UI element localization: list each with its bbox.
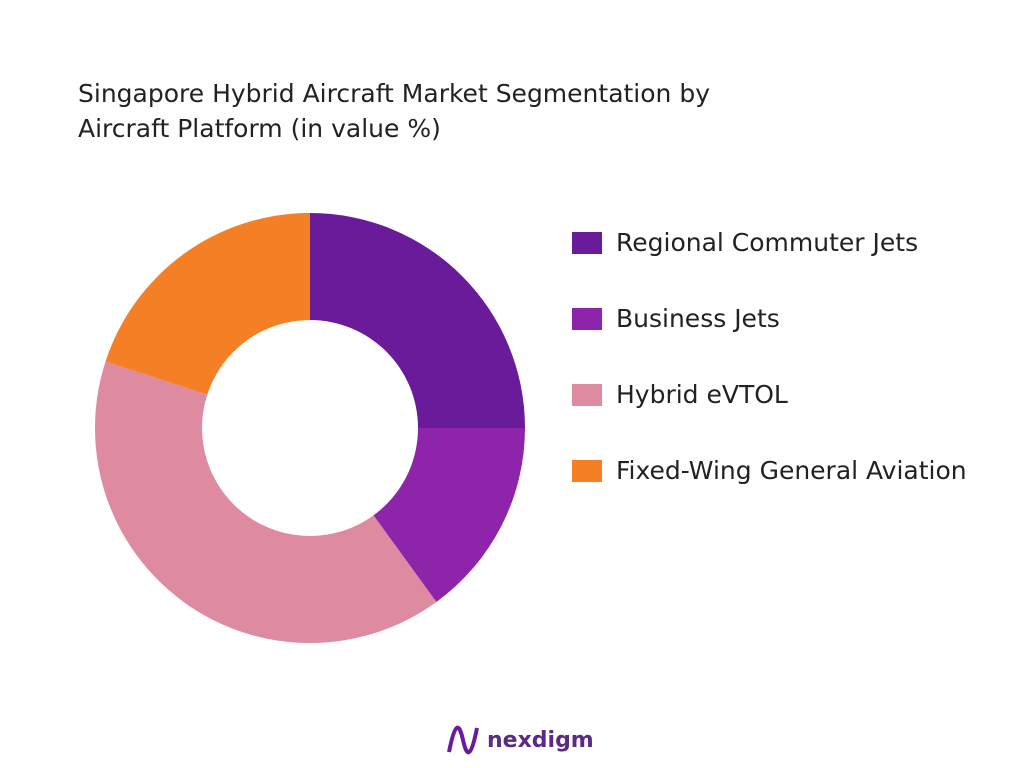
brand-name: nexdigm — [487, 727, 594, 753]
legend-label: Fixed-Wing General Aviation — [616, 456, 967, 485]
legend-swatch — [572, 384, 602, 406]
legend-swatch — [572, 308, 602, 330]
legend: Regional Commuter Jets Business Jets Hybri… — [572, 224, 1012, 528]
legend-item: Regional Commuter Jets — [572, 224, 1012, 262]
legend-label: Regional Commuter Jets — [616, 228, 919, 257]
donut-slice — [310, 213, 525, 428]
legend-item: Hybrid eVTOL — [572, 376, 1012, 414]
legend-item: Business Jets — [572, 300, 1012, 338]
chart-title: Singapore Hybrid Aircraft Market Segment… — [78, 79, 711, 143]
legend-swatch — [572, 232, 602, 254]
brand-logo — [447, 725, 479, 755]
legend-item: Fixed-Wing General Aviation — [572, 452, 1012, 490]
legend-label: Business Jets — [616, 304, 780, 333]
legend-swatch — [572, 460, 602, 482]
donut-slice — [94, 361, 437, 644]
brand: nexdigm — [445, 722, 594, 758]
legend-label: Hybrid eVTOL — [616, 380, 788, 409]
donut-slice — [373, 428, 525, 602]
donut-slice — [105, 213, 310, 395]
